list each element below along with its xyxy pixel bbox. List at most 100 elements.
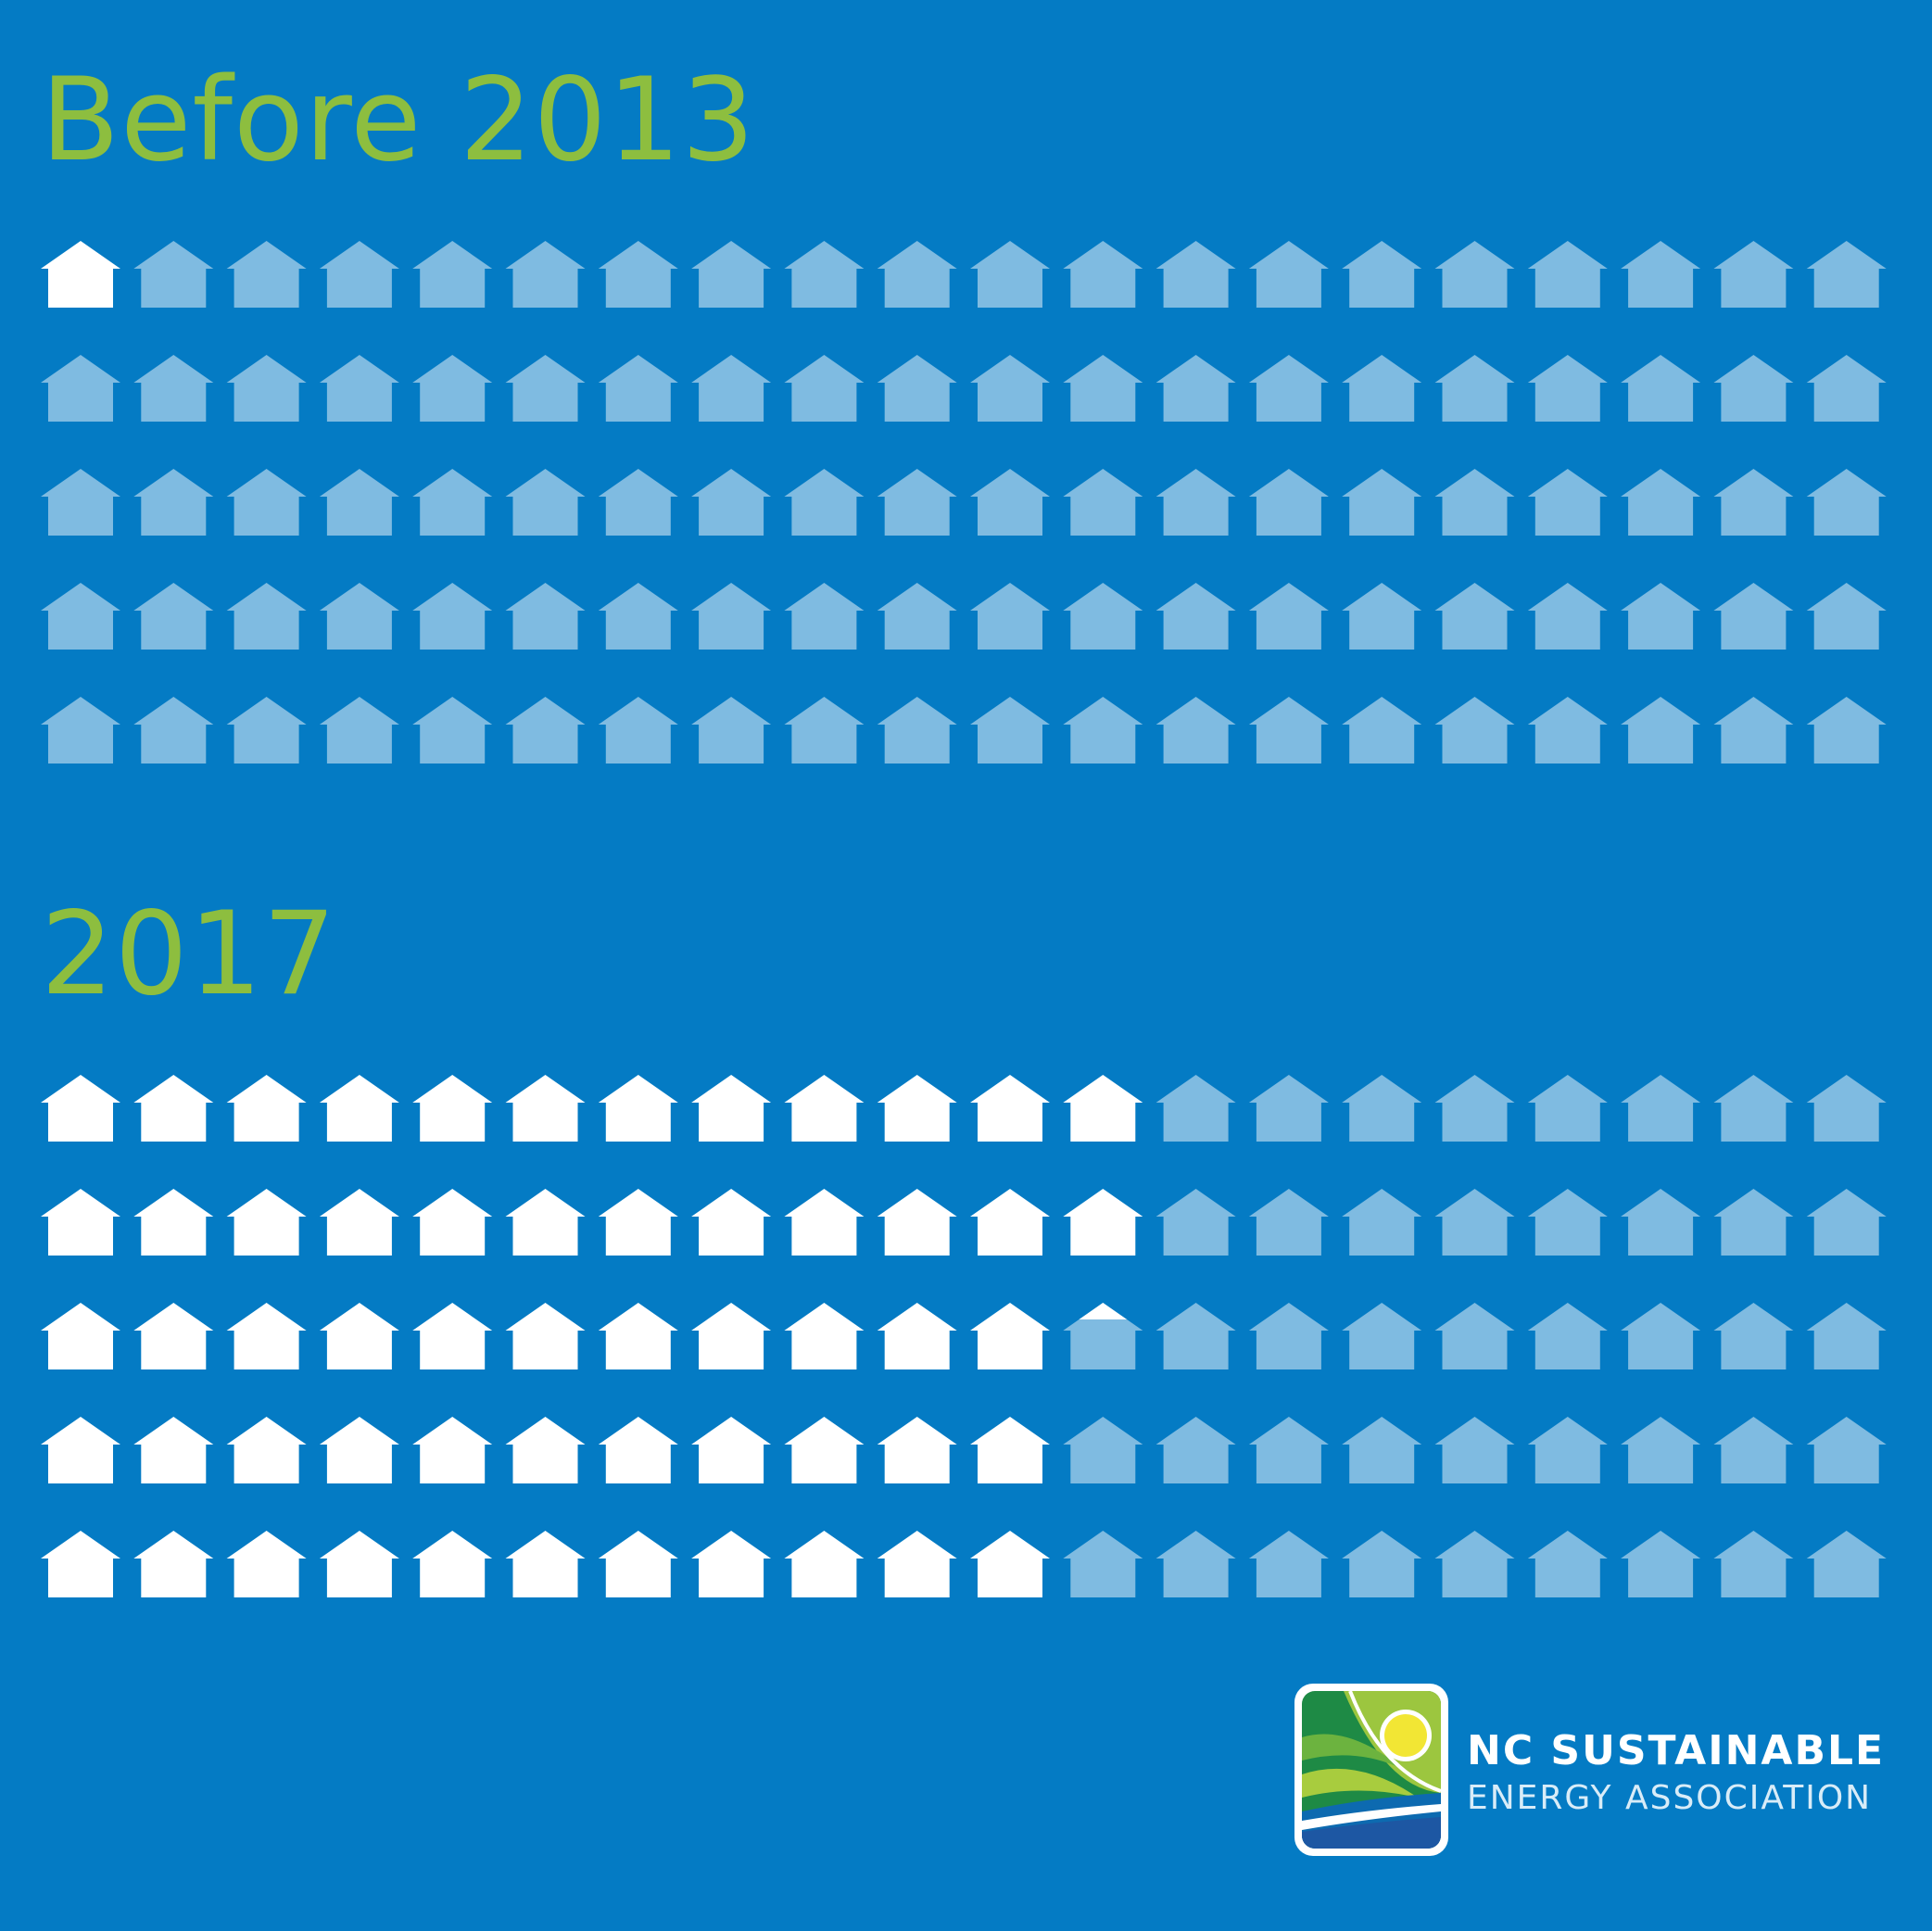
house-icon-highlighted [505,1531,586,1597]
house-icon [598,355,678,422]
house-icon [1342,1417,1422,1483]
house-icon-base [691,355,772,422]
house-icon [133,355,214,422]
house-icon [1248,469,1329,536]
house-icon-base [505,697,586,764]
house-icon [598,241,678,308]
house-icon [691,697,772,764]
house-icon [1342,241,1422,308]
house-icon-base [1621,241,1701,308]
house-icon-base [1806,697,1887,764]
house-icon [319,1303,399,1369]
house-icon [41,583,120,650]
house-icon [1713,1303,1794,1369]
house-icon [1713,241,1794,308]
house-icon-base [598,355,678,422]
house-icon [691,469,772,536]
house-icon [598,1075,678,1142]
house-icon-highlighted [598,1303,678,1369]
house-icon [877,469,957,536]
house-icon-base [1527,1189,1608,1256]
house-icon [1621,1531,1701,1597]
house-icon [505,355,586,422]
house-icon [505,469,586,536]
house-icon [784,583,865,650]
house-icon-base [1713,1531,1794,1597]
house-icon-base [1527,697,1608,764]
house-icon [877,697,957,764]
house-icon [412,355,493,422]
house-icon [1621,241,1701,308]
house-icon-base [1434,355,1515,422]
house-icon-base [1621,1075,1701,1142]
house-icon-base [412,355,493,422]
house-icon [1806,1189,1887,1256]
house-icon [412,697,493,764]
house-icon [1621,1417,1701,1483]
house-icon [412,469,493,536]
house-icon [877,1417,957,1483]
house-icon-base [1713,583,1794,650]
house-icon-base [1155,697,1236,764]
house-icon [1527,1075,1608,1142]
house-icon-base [1713,1075,1794,1142]
house-icon-base [1713,697,1794,764]
house-icon-base [1713,1417,1794,1483]
house-icon [970,697,1050,764]
house-icon-base [1063,1531,1143,1597]
house-icon-base [133,583,214,650]
house-icon-base [1621,469,1701,536]
house-icon [505,697,586,764]
house-icon [1527,1189,1608,1256]
house-icon-base [226,697,307,764]
house-icon [1248,1189,1329,1256]
house-icon [1155,1075,1236,1142]
house-icon-base [133,355,214,422]
house-icon-highlighted [41,1417,120,1483]
house-icon [133,469,214,536]
house-icon [1342,469,1422,536]
house-icon [1621,469,1701,536]
house-icon [133,1531,214,1597]
house-icon-base [1248,1303,1329,1369]
house-icon [970,1531,1050,1597]
house-icon [319,355,399,422]
house-icon-base [1621,1303,1701,1369]
house-icon-base [1155,1531,1236,1597]
house-icon [226,1075,307,1142]
house-icon-base [1248,1189,1329,1256]
house-icon-base [1527,1075,1608,1142]
house-icon [1713,1075,1794,1142]
house-icon-highlighted [784,1531,865,1597]
house-icon-base [319,241,399,308]
house-icon-base [1527,1531,1608,1597]
house-icon [1621,697,1701,764]
house-icon [691,1189,772,1256]
house-icon-highlighted [41,241,120,308]
house-icon [1713,697,1794,764]
house-icon-base [133,241,214,308]
house-icon [226,1303,307,1369]
house-icon [1713,1417,1794,1483]
house-icon-base [691,697,772,764]
house-icon-base [1434,1303,1515,1369]
house-icon-base [1063,469,1143,536]
house-icon [41,1303,120,1369]
house-icon-base [1434,1075,1515,1142]
house-icon [133,1075,214,1142]
house-icon-base [1155,241,1236,308]
house-icon [1155,241,1236,308]
house-icon [1806,583,1887,650]
house-icon-highlighted [133,1303,214,1369]
house-icon [41,1189,120,1256]
house-icon-highlighted [133,1189,214,1256]
logo-name-line2: ENERGY ASSOCIATION [1467,1779,1873,1817]
house-icon [784,1075,865,1142]
house-icon [226,241,307,308]
house-icon-highlighted [133,1531,214,1597]
house-icon-base [1527,241,1608,308]
house-icon [784,469,865,536]
house-icon [226,583,307,650]
house-icon-base [1434,1531,1515,1597]
house-icon-base [41,583,120,650]
